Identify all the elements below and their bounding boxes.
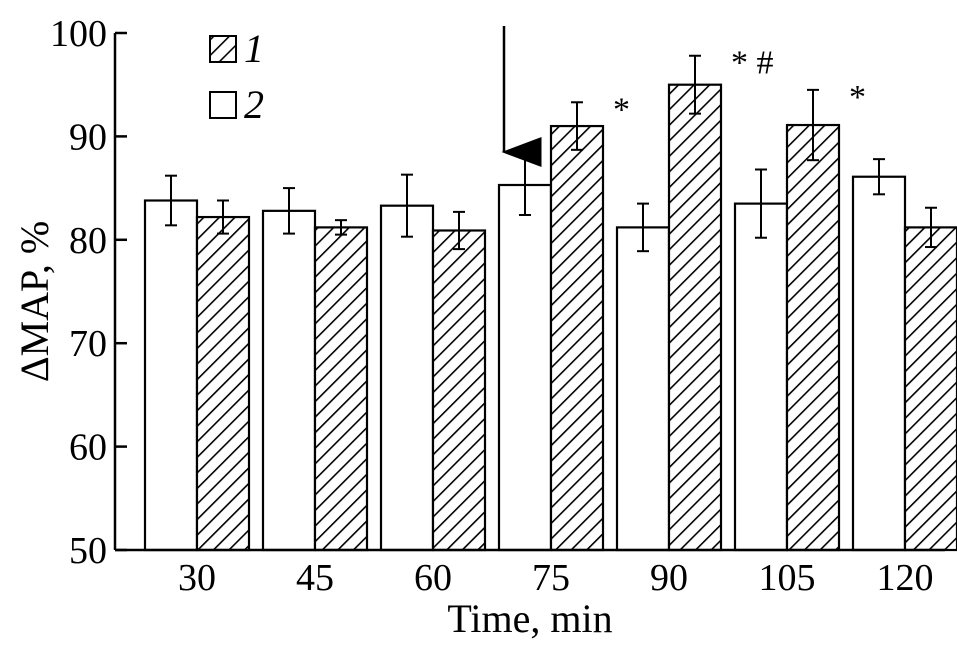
x-axis-title: Time, min	[447, 596, 612, 641]
bar-series-2-90	[615, 226, 671, 552]
x-tick-label: 105	[759, 557, 816, 599]
x-tick-label: 45	[296, 557, 334, 599]
x-tick-label: 30	[178, 557, 216, 599]
bar-series-2-120	[851, 175, 907, 552]
y-tick-label: 80	[69, 220, 107, 262]
legend-swatch-1	[209, 35, 237, 63]
bar-series-1-105	[785, 123, 841, 552]
significance-marker: *	[613, 91, 630, 128]
x-tick-label: 60	[414, 557, 452, 599]
significance-marker: *	[849, 79, 866, 116]
bar-series-1-120	[903, 226, 957, 552]
y-tick-label: 50	[69, 530, 107, 572]
y-tick-label: 90	[69, 116, 107, 158]
bar-series-2-60	[379, 204, 435, 552]
x-tick-label: 75	[532, 557, 570, 599]
bar-series-1-45	[313, 226, 369, 552]
y-axis-title: ΔMAP, %	[12, 221, 57, 382]
bar-series-2-105	[733, 202, 789, 552]
bar-series-1-75	[549, 124, 605, 552]
legend-label-2: 2	[244, 82, 264, 127]
y-tick-label: 60	[69, 427, 107, 469]
y-tick-label: 70	[69, 323, 107, 365]
bar-series-2-45	[261, 209, 317, 552]
x-tick-label: 90	[650, 557, 688, 599]
bar-series-1-60	[431, 229, 487, 552]
bar-series-2-75	[497, 183, 553, 552]
bar-series-1-30	[195, 215, 251, 552]
x-tick-label: 120	[877, 557, 934, 599]
significance-marker: * #	[731, 45, 774, 82]
bar-series-1-90	[667, 83, 723, 552]
legend-label-1: 1	[244, 26, 264, 71]
bar-series-2-30	[143, 199, 199, 552]
y-tick-label: 100	[50, 13, 107, 55]
legend-swatch-2	[209, 91, 237, 119]
